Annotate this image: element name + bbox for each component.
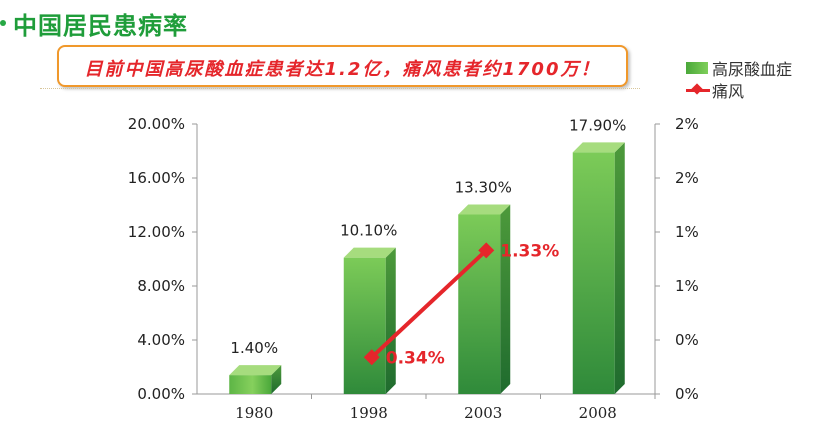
right-tick-label: 1%	[675, 223, 699, 241]
legend: 高尿酸血症 痛风	[686, 57, 792, 101]
bar	[458, 204, 511, 394]
bar-front	[572, 152, 615, 394]
bar	[572, 142, 625, 394]
gout-marker	[363, 349, 380, 366]
bar-value-label: 17.90%	[569, 116, 626, 134]
left-tick-label: 16.00%	[128, 169, 185, 187]
right-tick-label: 1%	[675, 277, 699, 295]
x-tick-label: 2008	[579, 404, 617, 422]
bar-side	[614, 142, 625, 394]
bar-value-label: 1.40%	[230, 339, 278, 357]
title-bullet	[0, 20, 6, 26]
legend-item-bar: 高尿酸血症	[686, 57, 792, 79]
bar-value-label: 10.10%	[340, 222, 397, 240]
bar-top	[343, 247, 396, 258]
x-tick-label: 2003	[464, 404, 502, 422]
x-tick-label: 1998	[350, 404, 388, 422]
page-title: 中国居民患病率	[13, 12, 188, 40]
bar	[229, 365, 282, 394]
left-tick-label: 0.00%	[137, 385, 185, 403]
bar-top	[572, 142, 625, 153]
left-tick-label: 20.00%	[128, 115, 185, 133]
gout-marker	[478, 242, 495, 259]
legend-line-swatch	[686, 83, 710, 96]
bar-side	[500, 204, 511, 394]
right-tick-label: 2%	[675, 115, 699, 133]
legend-label-line: 痛风	[712, 82, 745, 101]
legend-item-line: 痛风	[686, 79, 792, 101]
banner-text: 目前中国高尿酸血症患者达1.2亿，痛风患者约1700万！	[84, 59, 601, 80]
legend-bar-swatch	[686, 62, 708, 74]
left-tick-label: 4.00%	[137, 331, 185, 349]
left-tick-label: 8.00%	[137, 277, 185, 295]
bar-side	[271, 365, 282, 394]
divider	[40, 88, 640, 89]
bar	[343, 247, 396, 394]
bar-value-label: 13.30%	[455, 178, 512, 196]
right-tick-label: 0%	[675, 331, 699, 349]
bar-front	[343, 257, 386, 394]
bar-front	[229, 375, 272, 394]
right-tick-label: 0%	[675, 385, 699, 403]
bar-front	[458, 214, 501, 394]
gout-value-label: 1.33%	[500, 241, 559, 261]
gout-line	[370, 248, 488, 359]
right-tick-label: 2%	[675, 169, 699, 187]
banner: 目前中国高尿酸血症患者达1.2亿，痛风患者约1700万！	[57, 45, 628, 87]
x-tick-label: 1980	[235, 404, 273, 422]
bar-top	[229, 365, 282, 376]
bar-top	[458, 204, 511, 215]
gout-value-label: 0.34%	[386, 348, 445, 368]
bar-side	[385, 247, 396, 394]
legend-label-bar: 高尿酸血症	[712, 60, 793, 79]
left-tick-label: 12.00%	[128, 223, 185, 241]
